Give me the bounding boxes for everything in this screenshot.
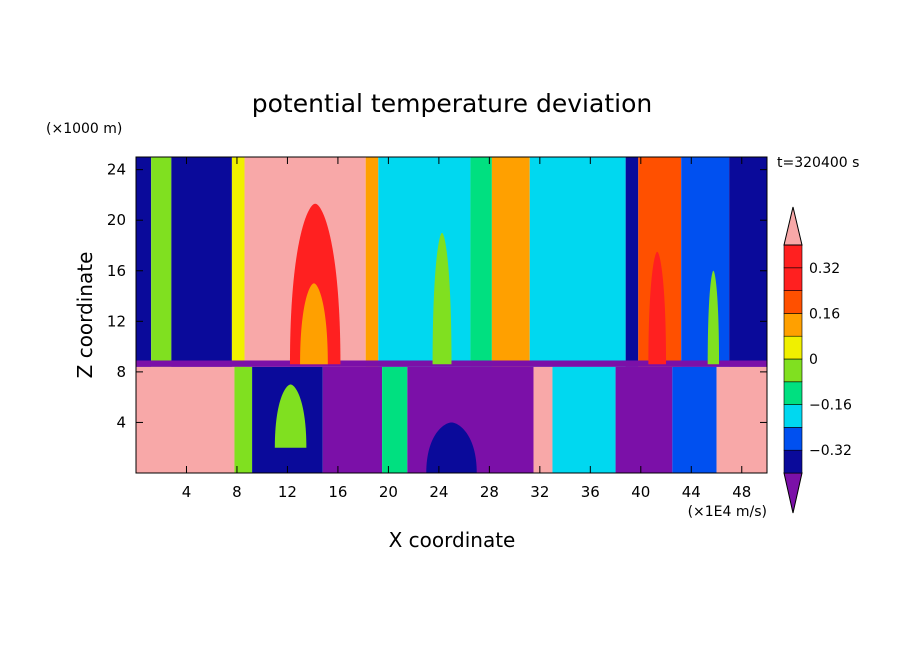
x-tick-label: 16 — [328, 483, 347, 501]
lower-column-4 — [382, 366, 408, 473]
colorbar-tick-label: 0.32 — [809, 261, 840, 277]
upper-column-8 — [491, 157, 530, 367]
upper-column-7 — [470, 157, 492, 367]
plume-core-right — [648, 251, 667, 365]
lower-column-3 — [322, 366, 383, 473]
y-tick-label: 12 — [107, 312, 126, 330]
upper-column-0 — [136, 157, 152, 367]
colorbar-band — [783, 427, 803, 451]
upper-column-6 — [378, 157, 471, 367]
y-axis-ticks: 4 8 12 16 20 24 — [107, 161, 767, 431]
x-tick-label: 48 — [732, 483, 751, 501]
plot-frame — [135, 156, 768, 474]
x-tick-label: 20 — [379, 483, 398, 501]
y-tick-label: 16 — [107, 262, 126, 280]
x-tick-label: 24 — [429, 483, 448, 501]
colorbar-band — [783, 358, 803, 383]
colorbar-tick-label: −0.16 — [809, 398, 852, 414]
x-tick-label: 32 — [530, 483, 549, 501]
colorbar-band — [783, 381, 803, 405]
colorbar-max-arrow — [783, 206, 803, 246]
colorbar-band — [783, 335, 803, 360]
lower-blue-patch — [426, 422, 477, 473]
y-tick-label: 8 — [116, 363, 126, 381]
y-tick-label: 20 — [107, 211, 126, 229]
lower-column-10 — [716, 366, 767, 473]
upper-column-5 — [365, 157, 379, 367]
upper-column-12 — [681, 157, 730, 367]
colorbar-band — [783, 244, 803, 269]
lower-cyan-streak — [584, 390, 603, 467]
upper-column-9 — [529, 157, 626, 367]
colorbar-band — [783, 449, 803, 474]
lower-column-7 — [552, 366, 616, 473]
lower-column-1 — [234, 366, 253, 473]
upper-column-3 — [231, 157, 245, 367]
colorbar-band — [783, 267, 803, 291]
y-units-label: (×1000 m) — [46, 121, 122, 137]
colorbar-tick-label: 0.16 — [809, 306, 840, 322]
y-axis-label: Z coordinate — [73, 252, 97, 379]
column-right-green — [707, 270, 720, 365]
colorbar-min-arrow — [783, 472, 803, 514]
lower-column-9 — [672, 366, 717, 473]
lower-column-8 — [615, 366, 673, 473]
x-axis-label: X coordinate — [389, 528, 516, 552]
y-tick-label: 24 — [107, 161, 126, 179]
colorbar-tick-label: −0.32 — [809, 443, 852, 459]
x-tick-label: 28 — [480, 483, 499, 501]
x-tick-label: 4 — [182, 483, 192, 501]
x-units-label: (×1E4 m/s) — [688, 504, 767, 520]
x-tick-label: 44 — [682, 483, 701, 501]
colorbar-band — [783, 313, 803, 337]
lower-column-6 — [533, 366, 553, 473]
colorbar-band — [783, 404, 803, 428]
colorbar-tick-label: 0 — [809, 352, 818, 368]
x-tick-label: 8 — [232, 483, 242, 501]
plot-area — [136, 157, 767, 473]
x-axis-ticks: 4 8 12 16 20 24 28 32 36 40 44 48 — [182, 157, 751, 501]
lower-column-0 — [136, 366, 235, 473]
lower-mixed-band — [274, 384, 307, 448]
chart-title: potential temperature deviation — [252, 89, 652, 118]
upper-column-2 — [171, 157, 232, 367]
upper-column-1 — [151, 157, 172, 367]
upper-column-10 — [625, 157, 639, 367]
time-label: t=320400 s — [777, 155, 859, 171]
plume-inner-left — [300, 283, 328, 365]
colorbar-band — [783, 290, 803, 314]
y-tick-label: 4 — [116, 413, 126, 431]
x-tick-label: 12 — [278, 483, 297, 501]
column-center-green — [432, 232, 452, 365]
x-tick-label: 40 — [631, 483, 650, 501]
colorbar: 0.32 0.16 0 −0.16 −0.32 — [783, 206, 852, 514]
upper-column-13 — [729, 157, 767, 367]
x-tick-label: 36 — [581, 483, 600, 501]
